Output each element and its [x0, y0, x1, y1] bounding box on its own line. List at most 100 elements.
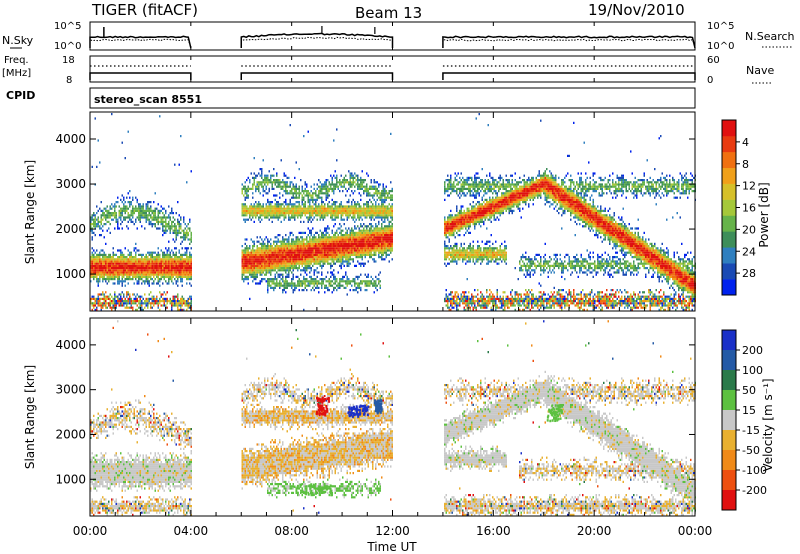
heatmap-cell	[374, 249, 376, 251]
heatmap-cell	[324, 186, 326, 188]
heatmap-cell	[327, 280, 329, 282]
heatmap-cell	[248, 265, 250, 267]
heatmap-cell	[314, 241, 316, 243]
heatmap-cell	[102, 225, 104, 227]
heatmap-cell	[282, 186, 284, 188]
heatmap-cell	[353, 258, 355, 260]
heatmap-cell	[177, 221, 179, 223]
heatmap-cell	[333, 210, 335, 212]
heatmap-cell	[294, 285, 296, 287]
heatmap-cell	[254, 177, 256, 179]
heatmap-cell	[267, 267, 269, 269]
heatmap-cell	[128, 216, 130, 218]
heatmap-cell	[387, 210, 389, 212]
heatmap-cell	[173, 230, 175, 232]
heatmap-cell	[264, 252, 266, 254]
heatmap-cell	[375, 285, 377, 287]
heatmap-cell	[165, 219, 167, 221]
heatmap-cell	[326, 212, 328, 214]
heatmap-cell	[242, 265, 244, 267]
heatmap-cell	[264, 278, 266, 280]
heatmap-cell	[99, 276, 101, 278]
heatmap-cell	[272, 260, 274, 262]
heatmap-cell	[150, 263, 152, 265]
heatmap-cell	[152, 258, 154, 260]
heatmap-cell	[284, 282, 286, 284]
heatmap-cell	[243, 254, 245, 256]
heatmap-cell	[177, 304, 179, 306]
heatmap-cell	[128, 302, 130, 304]
heatmap-cell	[96, 249, 98, 251]
heatmap-cell	[171, 274, 173, 276]
heatmap-cell	[188, 307, 190, 309]
heatmap-cell	[303, 258, 305, 260]
heatmap-cell	[122, 258, 124, 260]
heatmap-cell	[270, 216, 272, 218]
heatmap-cell	[152, 300, 154, 302]
heatmap-cell	[156, 208, 158, 210]
heatmap-cell	[95, 271, 97, 273]
heatmap-cell	[381, 258, 383, 260]
heatmap-cell	[191, 298, 193, 300]
heatmap-cell	[242, 210, 244, 212]
heatmap-cell	[324, 258, 326, 260]
heatmap-cell	[290, 252, 292, 254]
heatmap-cell	[243, 210, 245, 212]
heatmap-cell	[179, 271, 181, 273]
heatmap-cell	[324, 278, 326, 280]
heatmap-cell	[383, 183, 385, 185]
heatmap-cell	[248, 260, 250, 262]
heatmap-cell	[123, 269, 125, 271]
heatmap-cell	[135, 269, 137, 271]
heatmap-cell	[99, 278, 101, 280]
heatmap-cell	[287, 285, 289, 287]
heatmap-cell	[371, 241, 373, 243]
heatmap-cell	[320, 192, 322, 194]
heatmap-cell	[185, 254, 187, 256]
heatmap-cell	[161, 276, 163, 278]
heatmap-cell	[324, 234, 326, 236]
heatmap-cell	[342, 214, 344, 216]
heatmap-cell	[318, 252, 320, 254]
heatmap-cell	[125, 307, 127, 309]
heatmap-cell	[383, 208, 385, 210]
heatmap-cell	[306, 190, 308, 192]
heatmap-cell	[182, 274, 184, 276]
heatmap-cell	[182, 258, 184, 260]
heatmap-cell	[312, 214, 314, 216]
heatmap-cell	[161, 271, 163, 273]
heatmap-cell	[330, 188, 332, 190]
heatmap-cell	[353, 192, 355, 194]
heatmap-cell	[327, 232, 329, 234]
heatmap-cell	[159, 285, 161, 287]
heatmap-cell	[309, 238, 311, 240]
heatmap-cell	[300, 243, 302, 245]
heatmap-cell	[269, 280, 271, 282]
heatmap-cell	[278, 274, 280, 276]
heatmap-cell	[129, 201, 131, 203]
heatmap-cell	[347, 254, 349, 256]
heatmap-cell	[279, 260, 281, 262]
heatmap-cell	[257, 214, 259, 216]
heatmap-cell	[191, 263, 193, 265]
heatmap-cell	[335, 177, 337, 179]
heatmap-cell	[264, 175, 266, 177]
heatmap-cell	[126, 208, 128, 210]
heatmap-cell	[452, 219, 454, 221]
heatmap-cell	[357, 186, 359, 188]
heatmap-cell	[168, 216, 170, 218]
heatmap-cell	[374, 247, 376, 249]
heatmap-cell	[290, 124, 292, 126]
heatmap-cell	[378, 230, 380, 232]
heatmap-cell	[452, 254, 454, 256]
heatmap-cell	[362, 188, 364, 190]
heatmap-cell	[276, 252, 278, 254]
heatmap-cell	[302, 199, 304, 201]
heatmap-cell	[329, 201, 331, 203]
heatmap-cell	[291, 249, 293, 251]
heatmap-cell	[110, 208, 112, 210]
heatmap-cell	[170, 271, 172, 273]
heatmap-cell	[146, 260, 148, 262]
heatmap-cell	[323, 234, 325, 236]
heatmap-cell	[360, 188, 362, 190]
